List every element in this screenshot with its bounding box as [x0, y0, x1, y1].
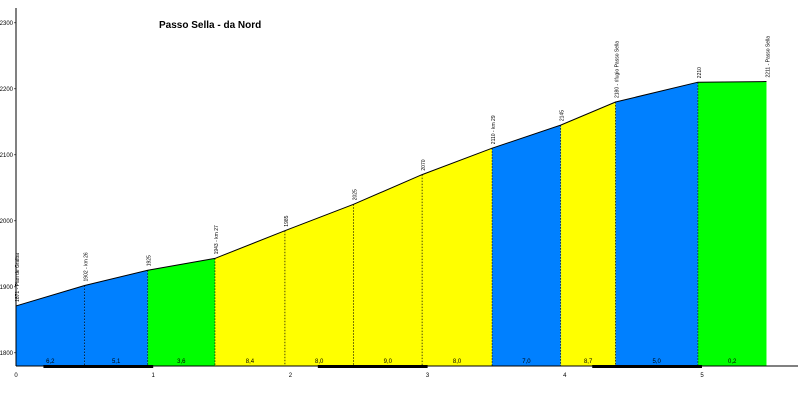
x-tick-label: 1 — [152, 373, 156, 379]
grade-label: 5,1 — [112, 359, 121, 365]
point-label: 2070 — [421, 159, 427, 170]
segment-area — [84, 270, 148, 366]
grade-label: 9,0 — [384, 359, 393, 365]
segment-area — [697, 81, 767, 366]
km-bar — [43, 365, 154, 368]
km-bar — [592, 365, 702, 368]
point-label: 1871 - Pian de Gralba — [15, 253, 21, 302]
point-label: 2025 — [353, 189, 359, 200]
grade-label: 6,2 — [46, 359, 55, 365]
x-tick-label: 2 — [289, 373, 293, 379]
point-labels: 1871 - Pian de Gralba 1902 - km 26 1925 194… — [15, 36, 771, 302]
grade-label: 0,2 — [728, 359, 737, 365]
x-tick-label: 5 — [700, 373, 704, 379]
x-tick-label: 4 — [563, 373, 567, 379]
point-label: 2211 - Passo Sella — [765, 36, 771, 78]
segment-area — [284, 204, 354, 366]
point-label: 2145 — [560, 110, 566, 121]
y-tick-label: 2200 — [0, 87, 14, 93]
point-label: 1925 — [147, 255, 153, 266]
km-bar — [317, 365, 428, 368]
point-label: 1943 - km 27 — [214, 225, 220, 254]
grade-label: 8,4 — [246, 359, 255, 365]
km-bars — [43, 365, 702, 368]
grade-label: 8,0 — [453, 359, 462, 365]
grade-label: 3,6 — [177, 359, 186, 365]
segment-area — [214, 230, 285, 366]
point-label: 1985 — [284, 215, 290, 226]
y-tick-label: 2100 — [0, 153, 14, 159]
grade-label: 8,7 — [584, 359, 593, 365]
point-label: 2180 - rifugio Passo Sella — [615, 41, 621, 98]
x-tick-labels: 0 1 2 3 4 5 — [14, 373, 704, 379]
point-label: 2210 — [697, 67, 703, 78]
y-tick-label: 2000 — [0, 219, 14, 225]
point-label: 2110 - km 29 — [491, 115, 497, 144]
segment-area — [147, 258, 215, 366]
grade-label: 7,0 — [522, 359, 531, 365]
segment-area — [353, 174, 423, 366]
chart-title: Passo Sella - da Nord — [159, 20, 261, 31]
segment-area — [615, 82, 698, 366]
segment-dividers — [84, 82, 699, 366]
segment-area — [16, 285, 85, 366]
y-tick-label: 1800 — [0, 351, 14, 357]
segment-area — [422, 148, 493, 366]
y-tick-label: 1900 — [0, 285, 14, 291]
point-label: 1902 - km 26 — [84, 252, 90, 281]
y-tick-label: 2300 — [0, 21, 14, 27]
segment-area — [492, 125, 561, 366]
x-tick-label: 3 — [426, 373, 430, 379]
profile-areas — [15, 81, 767, 366]
y-tick-labels: 1800 1900 2000 2100 2200 2300 — [0, 21, 16, 357]
x-tick-label: 0 — [14, 373, 18, 379]
grade-labels: 6,2 5,1 3,6 8,4 8,0 9,0 8,0 7,0 8,7 5,0 0,2 — [46, 359, 737, 365]
profile-line — [15, 81, 767, 307]
grade-label: 8,0 — [315, 359, 324, 365]
grade-label: 5,0 — [653, 359, 662, 365]
segment-area — [560, 102, 616, 366]
